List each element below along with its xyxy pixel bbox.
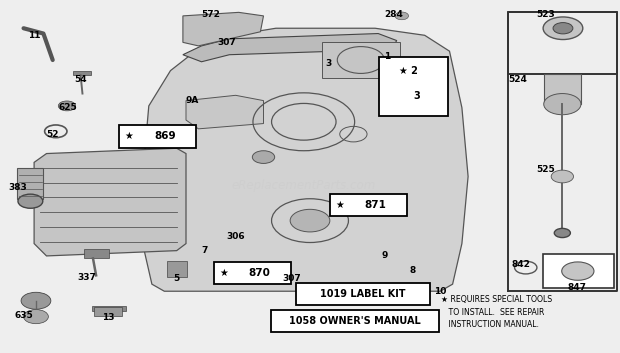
- Text: 871: 871: [365, 200, 387, 210]
- Text: 3: 3: [326, 59, 332, 68]
- Polygon shape: [183, 12, 264, 46]
- Bar: [544, 74, 581, 104]
- Bar: [94, 307, 122, 316]
- Polygon shape: [34, 148, 186, 256]
- Circle shape: [551, 170, 574, 183]
- Text: 284: 284: [384, 10, 403, 19]
- Circle shape: [544, 94, 581, 115]
- Text: 5: 5: [174, 274, 180, 283]
- Text: 869: 869: [154, 131, 175, 141]
- Bar: [84, 249, 109, 258]
- Text: 870: 870: [249, 268, 271, 278]
- Circle shape: [543, 17, 583, 40]
- Polygon shape: [186, 95, 264, 129]
- FancyBboxPatch shape: [379, 57, 448, 116]
- Text: 635: 635: [14, 311, 33, 321]
- Text: 13: 13: [102, 313, 115, 322]
- Bar: [73, 71, 91, 75]
- Text: 337: 337: [78, 273, 96, 282]
- Text: 7: 7: [202, 246, 208, 255]
- Circle shape: [290, 209, 330, 232]
- Text: 525: 525: [536, 165, 555, 174]
- FancyBboxPatch shape: [271, 310, 439, 332]
- Text: 8: 8: [409, 265, 415, 275]
- Text: 1058 OWNER'S MANUAL: 1058 OWNER'S MANUAL: [289, 316, 421, 326]
- Text: ★: ★: [219, 268, 228, 278]
- Text: ★ REQUIRES SPECIAL TOOLS
   TO INSTALL.  SEE REPAIR
   INSTRUCTION MANUAL.: ★ REQUIRES SPECIAL TOOLS TO INSTALL. SEE…: [441, 295, 552, 329]
- FancyBboxPatch shape: [296, 283, 430, 305]
- Text: 9A: 9A: [185, 96, 199, 105]
- Text: ★: ★: [125, 131, 133, 141]
- Text: 523: 523: [536, 10, 555, 19]
- FancyBboxPatch shape: [330, 194, 407, 216]
- Text: 52: 52: [46, 130, 59, 139]
- Text: 847: 847: [567, 283, 586, 292]
- Text: 572: 572: [202, 10, 220, 19]
- Bar: [542, 254, 614, 288]
- Text: 10: 10: [434, 287, 446, 296]
- Bar: [322, 42, 400, 78]
- Polygon shape: [143, 28, 468, 291]
- Text: 307: 307: [217, 38, 236, 47]
- Text: 54: 54: [74, 75, 87, 84]
- Bar: [17, 168, 43, 199]
- Text: 524: 524: [508, 75, 527, 84]
- Circle shape: [18, 194, 43, 208]
- Bar: [167, 261, 187, 277]
- Circle shape: [21, 292, 51, 309]
- Circle shape: [252, 151, 275, 163]
- Text: 11: 11: [28, 31, 40, 40]
- Text: ★: ★: [335, 200, 344, 210]
- Bar: [92, 306, 126, 311]
- FancyBboxPatch shape: [214, 262, 291, 284]
- Text: 9: 9: [381, 251, 388, 261]
- Text: 383: 383: [8, 183, 27, 192]
- Circle shape: [24, 310, 48, 324]
- Circle shape: [554, 228, 570, 238]
- Text: eReplacementParts.com: eReplacementParts.com: [232, 179, 376, 192]
- Polygon shape: [183, 34, 397, 62]
- Text: 307: 307: [282, 274, 301, 283]
- Circle shape: [553, 23, 573, 34]
- Circle shape: [562, 262, 594, 280]
- Text: 1: 1: [384, 52, 391, 61]
- Circle shape: [395, 12, 409, 20]
- Text: 625: 625: [59, 103, 78, 112]
- Text: 306: 306: [226, 232, 245, 241]
- FancyBboxPatch shape: [119, 125, 196, 148]
- Text: 3: 3: [414, 91, 420, 101]
- Circle shape: [58, 101, 76, 111]
- Text: ★ 2: ★ 2: [399, 66, 417, 76]
- Text: 1019 LABEL KIT: 1019 LABEL KIT: [320, 289, 405, 299]
- Text: 842: 842: [512, 260, 530, 269]
